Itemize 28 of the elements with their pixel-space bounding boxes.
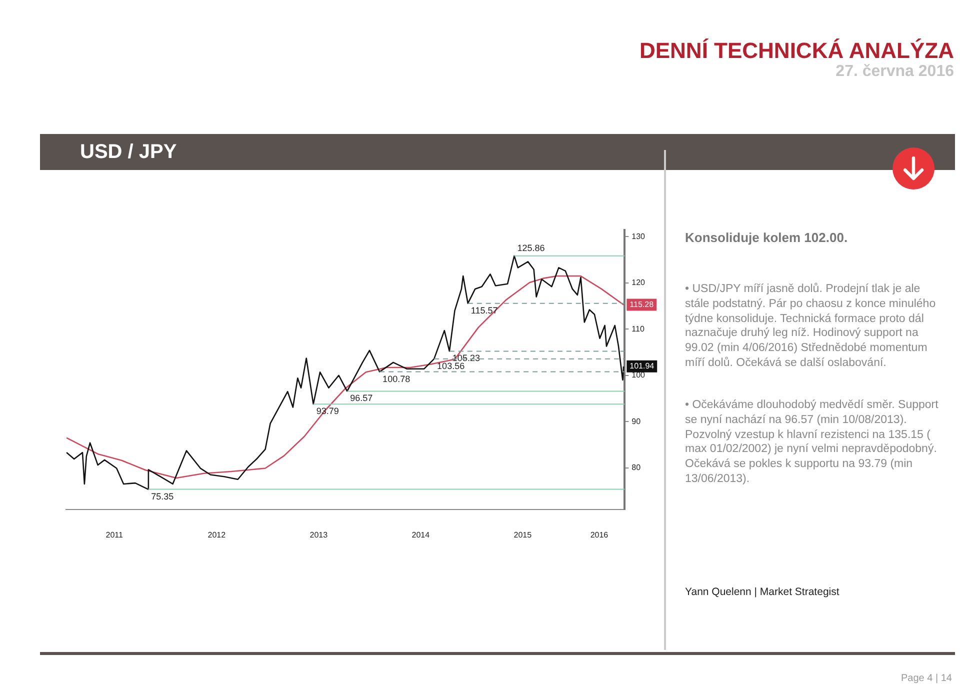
ref-line-label: 103.56 xyxy=(437,360,465,371)
text: Konsoliduje kolem 102.00. xyxy=(685,230,848,245)
ref-line-label: 100.78 xyxy=(382,374,410,384)
x-tick-label: 2014 xyxy=(412,530,430,540)
text: USD / JPY xyxy=(80,141,177,164)
x-tick-label: 2012 xyxy=(208,530,226,540)
ref-line-label: 96.57 xyxy=(350,393,373,404)
y-tick-label: 120 xyxy=(632,278,646,288)
y-tick-label: 100 xyxy=(632,370,646,380)
y-tick-label: 80 xyxy=(632,463,642,472)
data-label: 115.28 xyxy=(630,300,654,309)
y-tick-label: 110 xyxy=(632,324,645,334)
data-label: 101.94 xyxy=(630,362,655,371)
text: 27. června 2016 xyxy=(836,63,954,81)
text: DENNÍ TECHNICKÁ ANALÝZA xyxy=(639,38,954,64)
text: Yann Quelenn | Market Strategist xyxy=(685,586,840,598)
x-tick-label: 2015 xyxy=(514,530,532,540)
text: Page 4 | 14 xyxy=(901,673,952,684)
y-tick-label: 90 xyxy=(632,416,642,426)
ref-line-label: 125.86 xyxy=(517,242,545,253)
x-tick-label: 2011 xyxy=(106,530,124,540)
x-tick-label: 2013 xyxy=(310,530,328,540)
y-tick-label: 130 xyxy=(632,232,646,241)
x-tick-label: 2016 xyxy=(590,530,609,540)
ref-line-label: 105.23 xyxy=(452,353,480,364)
text: • Očekáváme dlouhodobý medvědí směr. Support se nyní nachází na 96.57 (min 10/08/2013). Pozvolný vzestup k hlavní rezistenci na 135.15 ( max 01/02/2002) je nyní velmi nepravděpodobný. Očekává se pokles k supportu na 93.79 (min 13/06/2013). xyxy=(685,398,940,487)
text: • USD/JPY míří jasně dolů. Prodejní tlak je ale stále podstatný. Pár po chaosu z konce minulého týdne konsoliduje. Technická formace proto dál naznačuje druhý leg níž. Hodinový support na 99.02 (min 4/06/2016) Střednědobé momentum míří dolů. Očekává se další oslabování. xyxy=(685,282,937,371)
ref-line-label: 75.35 xyxy=(151,491,174,502)
